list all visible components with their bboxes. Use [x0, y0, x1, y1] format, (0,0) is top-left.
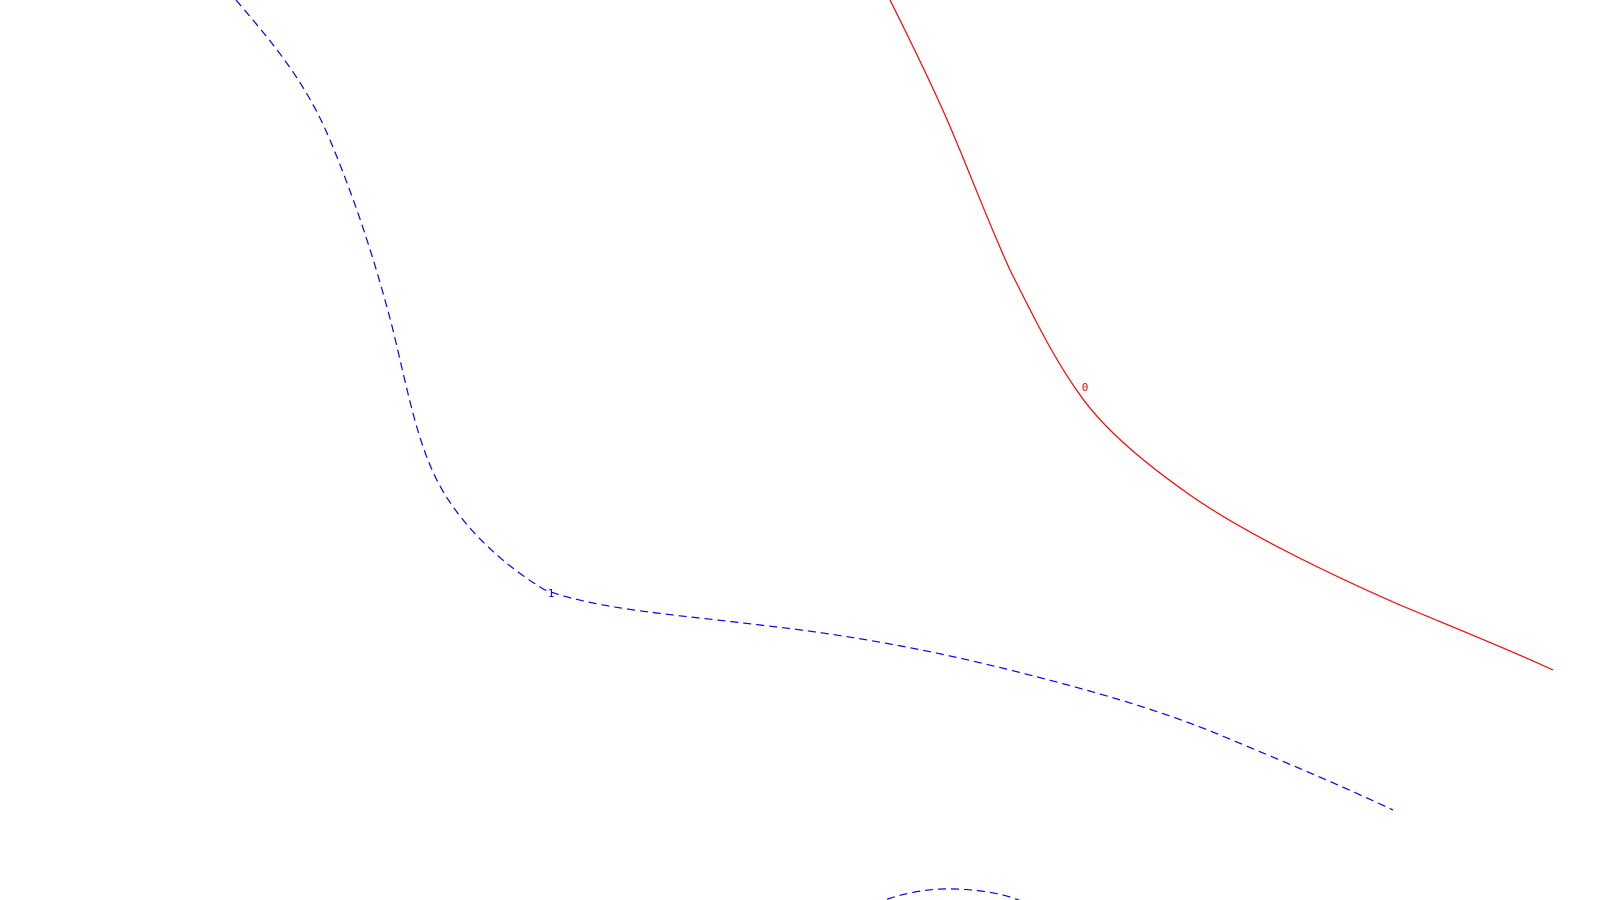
contour-layer [235, 0, 1554, 900]
contour-line-1-bottom [883, 888, 1021, 900]
contour-labels: 0 1 [548, 381, 1089, 600]
contour-line-1 [235, 0, 1394, 811]
contour-label-0: 0 [1082, 381, 1089, 394]
contour-line-0 [889, 0, 1554, 671]
contour-label-1: 1 [548, 587, 555, 600]
